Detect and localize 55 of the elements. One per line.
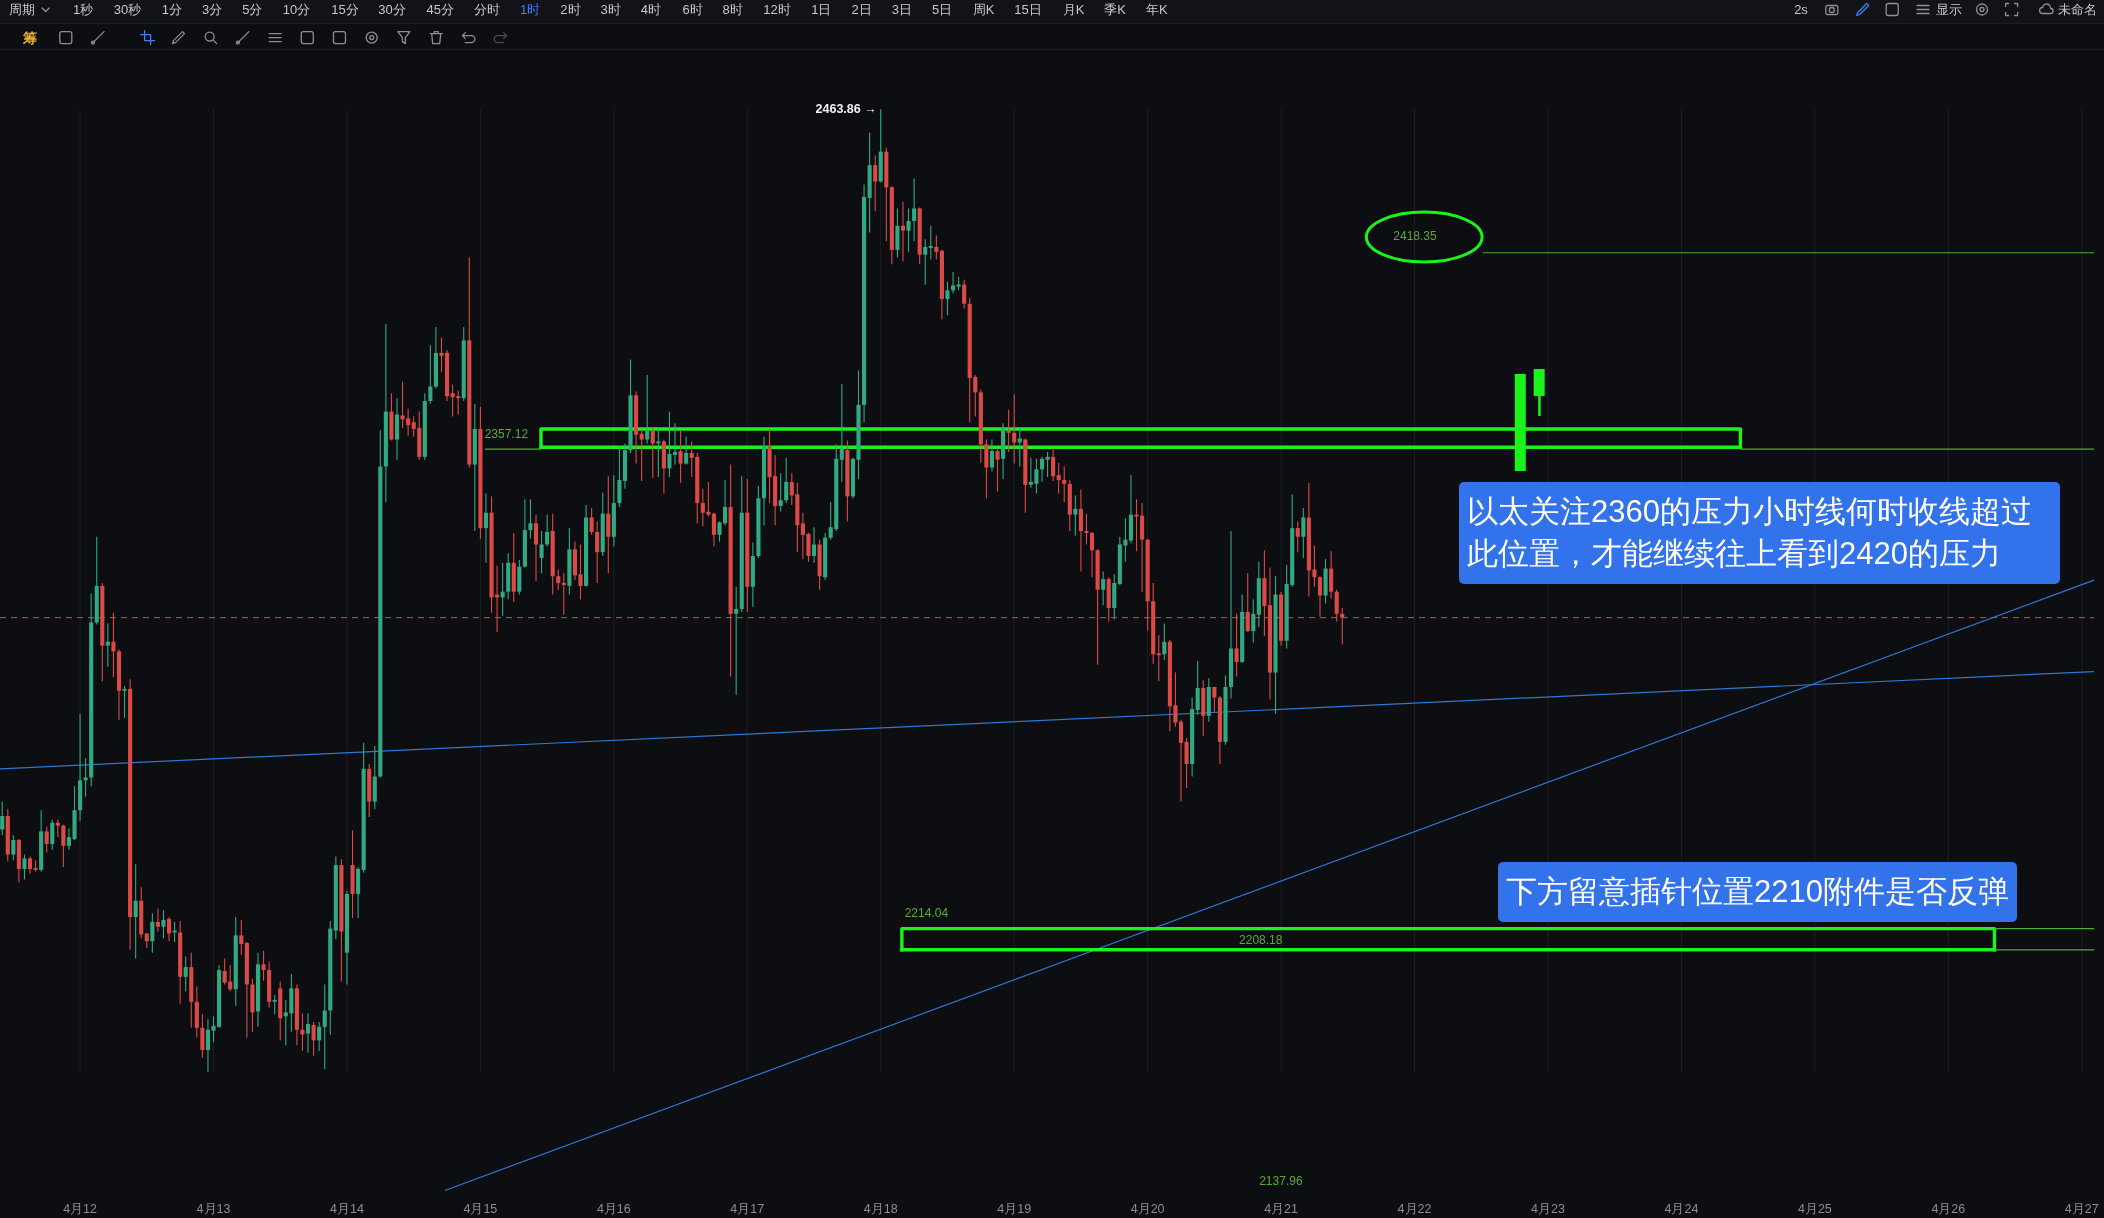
toolbar-label: 6时: [682, 2, 703, 17]
toolbar-label: 5分: [242, 2, 263, 17]
toolbar-label: 年K: [1145, 2, 1168, 17]
price-label: 2137.96: [1259, 1174, 1303, 1188]
x-tick-label: 4月13: [196, 1202, 231, 1216]
toolbar-label: 季K: [1104, 2, 1127, 17]
x-tick-label: 4月16: [596, 1202, 631, 1216]
toolbar-label: 筹: [22, 29, 37, 46]
toolbar-label: 15日: [1014, 2, 1042, 17]
x-tick-label: 4月21: [1264, 1202, 1298, 1216]
toolbar-label: 月K: [1062, 2, 1085, 17]
toolbar-label: 4时: [640, 2, 661, 17]
toolbar-label: 3分: [201, 2, 223, 17]
toolbar-label: 30分: [378, 2, 406, 17]
annotation-callout: 下方留意插针位置2210附件是否反弹: [1498, 862, 2017, 922]
x-tick-label: 4月26: [1931, 1202, 1966, 1216]
x-tick-label: 4月18: [863, 1202, 898, 1216]
toolbar-label: 3日: [891, 2, 912, 17]
toolbar-label: 10分: [282, 2, 311, 17]
x-tick-label: 4月23: [1531, 1202, 1565, 1216]
toolbar-label: 周K: [972, 2, 995, 17]
annotation-callout: 以太关注2360的压力小时线何时收线超过此位置，才能继续往上看到2420的压力: [1459, 482, 2060, 584]
toolbar-label: 1分: [161, 2, 182, 17]
price-label: 2208.18: [1239, 933, 1283, 947]
x-tick-label: 4月17: [730, 1202, 765, 1216]
toolbar-label: 2s: [1794, 2, 1808, 17]
toolbar-label: 15分: [331, 2, 359, 17]
toolbar-label: 1秒: [73, 2, 94, 17]
price-label: 2418.35: [1393, 229, 1437, 243]
toolbar-label: 显示: [1935, 2, 1962, 17]
x-tick-label: 4月24: [1664, 1202, 1699, 1216]
toolbar-label: 8时: [722, 2, 743, 17]
x-tick-label: 4月15: [463, 1202, 498, 1216]
toolbar-label: 30秒: [113, 2, 142, 17]
toolbar-label: 1日: [811, 2, 832, 17]
toolbar-label: 12时: [763, 2, 791, 17]
price-label: 2214.04: [904, 906, 949, 920]
toolbar-label: 分时: [474, 2, 501, 17]
toolbar-label: 3时: [600, 2, 621, 17]
price-label: 2357.12: [484, 427, 529, 441]
toolbar-label: 45分: [426, 2, 454, 17]
x-tick-label: 4月14: [330, 1202, 364, 1216]
toolbar-label: 5日: [932, 2, 953, 17]
x-tick-label: 4月19: [997, 1202, 1032, 1216]
x-tick-label: 4月20: [1130, 1202, 1165, 1216]
x-tick-label: 4月12: [63, 1202, 97, 1216]
toolbar-label: 2日: [851, 2, 872, 17]
toolbar-label: 未命名: [2057, 2, 2097, 17]
x-tick-label: 4月22: [1397, 1202, 1432, 1216]
toolbar-label: 周期: [8, 2, 35, 17]
x-tick-label: 4月25: [1797, 1202, 1832, 1216]
x-tick-label: 4月27: [2064, 1202, 2099, 1216]
high-label: 2463.86 →: [815, 102, 877, 117]
toolbar-label: 2时: [560, 2, 581, 17]
toolbar-label: 1时: [520, 2, 541, 17]
